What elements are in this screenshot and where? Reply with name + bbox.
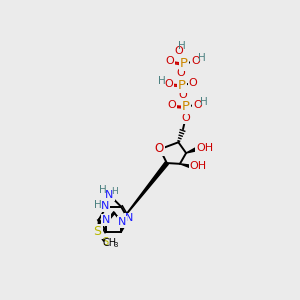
Text: H: H: [94, 200, 102, 210]
Text: N: N: [101, 201, 109, 211]
Text: O: O: [176, 68, 185, 78]
Text: P: P: [182, 100, 190, 113]
Text: N: N: [118, 217, 126, 227]
Text: H: H: [158, 76, 166, 86]
Text: H: H: [200, 97, 208, 107]
Text: O: O: [193, 100, 202, 110]
Text: O: O: [154, 142, 164, 155]
Text: N: N: [102, 215, 111, 225]
Text: H: H: [178, 41, 186, 51]
Text: O: O: [189, 78, 197, 88]
Text: CH: CH: [103, 238, 117, 248]
Text: O: O: [164, 79, 173, 89]
Text: O: O: [182, 112, 190, 123]
Text: H: H: [99, 185, 107, 195]
Polygon shape: [180, 164, 193, 168]
Text: 3: 3: [113, 242, 118, 248]
Text: N: N: [105, 190, 114, 200]
Text: P: P: [178, 79, 186, 92]
Text: H: H: [198, 53, 206, 63]
Text: N: N: [125, 214, 133, 224]
Text: O: O: [175, 46, 184, 56]
Text: O: O: [168, 100, 177, 110]
Text: H: H: [111, 187, 118, 196]
Text: O: O: [178, 89, 188, 100]
Text: O: O: [191, 56, 200, 66]
Text: P: P: [180, 57, 188, 70]
Text: OH: OH: [190, 161, 207, 171]
Text: O: O: [166, 56, 174, 66]
Text: S: S: [94, 225, 101, 238]
Text: OH: OH: [196, 143, 213, 153]
Polygon shape: [121, 162, 168, 221]
Text: S: S: [102, 237, 108, 247]
Polygon shape: [186, 147, 199, 153]
